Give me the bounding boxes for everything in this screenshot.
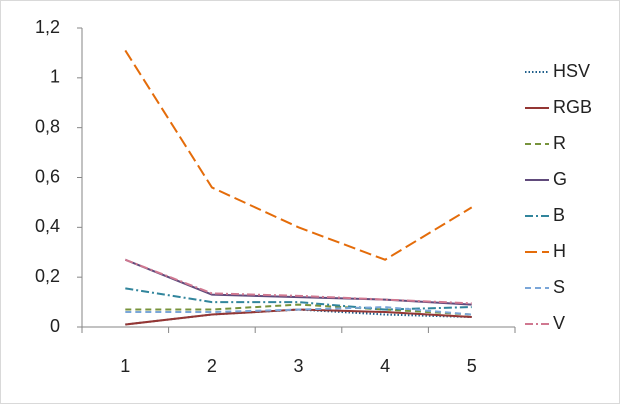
legend-label: B	[553, 205, 565, 225]
y-tick-label: 1	[50, 67, 60, 87]
series-line	[125, 287, 472, 311]
x-tick-label: 1	[120, 356, 130, 376]
y-tick-label: 0	[50, 316, 60, 336]
series-line	[125, 303, 472, 316]
x-tick-label: 3	[293, 356, 303, 376]
legend-label: HSV	[553, 61, 590, 81]
legend-label: R	[553, 133, 566, 153]
x-tick-label: 2	[207, 356, 217, 376]
series-line	[125, 306, 472, 316]
legend-label: G	[553, 169, 567, 189]
series-line	[124, 49, 473, 261]
y-tick-label: 0,6	[35, 166, 60, 186]
y-tick-label: 0,8	[35, 116, 60, 136]
x-tick-label: 5	[467, 356, 477, 376]
legend-label: V	[553, 313, 565, 333]
legend-label: S	[553, 277, 565, 297]
legend-label: H	[553, 241, 566, 261]
x-tick-label: 4	[380, 356, 390, 376]
legend-label: RGB	[553, 97, 592, 117]
y-tick-label: 0,4	[35, 216, 60, 236]
y-tick-label: 0,2	[35, 266, 60, 286]
y-tick-label: 1,2	[35, 17, 60, 37]
series-line	[124, 258, 472, 305]
